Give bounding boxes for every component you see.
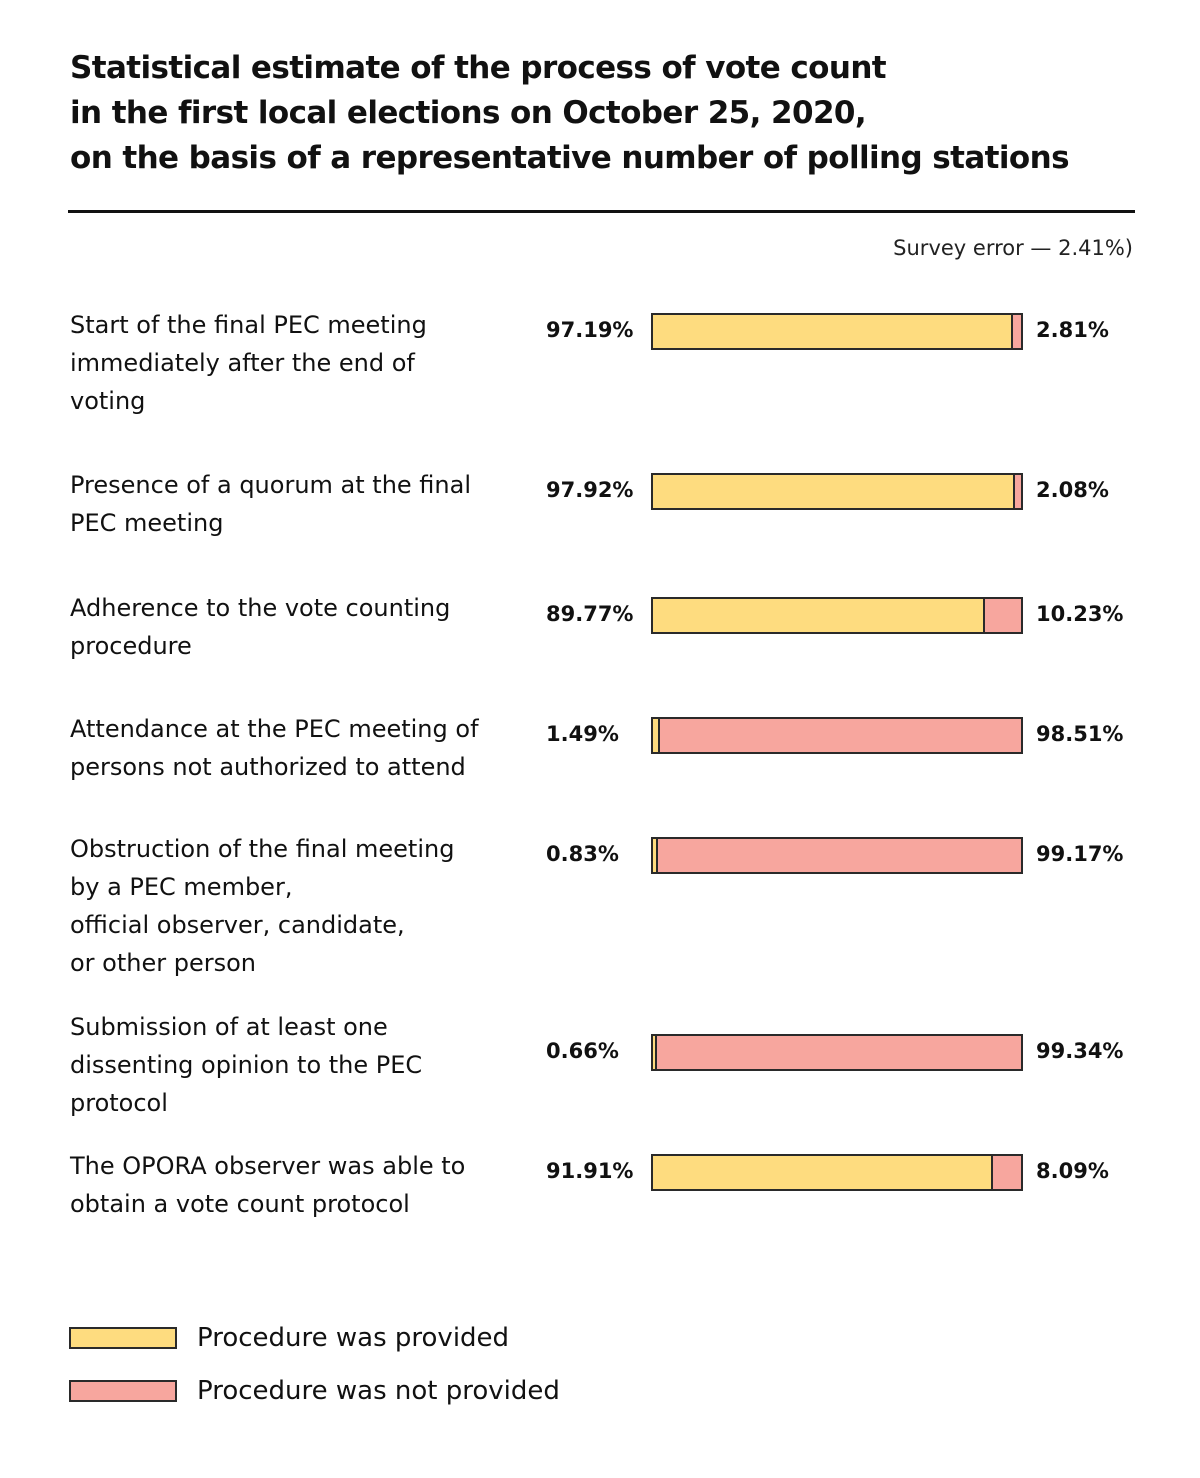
category-label-line: voting	[70, 387, 146, 415]
value-label-provided: 97.19%	[546, 318, 634, 342]
category-label-line: procedure	[70, 632, 192, 660]
chart-title-line: in the first local elections on October …	[70, 95, 867, 131]
legend-item-not-provided: Procedure was not provided	[69, 1376, 560, 1406]
value-label-not-provided: 10.23%	[1036, 602, 1124, 626]
bar-segment-provided	[653, 315, 1011, 348]
value-label-not-provided: 99.34%	[1036, 1039, 1124, 1063]
value-label-provided: 0.66%	[546, 1039, 619, 1063]
category-label-line: PEC meeting	[70, 509, 224, 537]
category-label-line: or other person	[70, 949, 257, 977]
category-label-line: The OPORA observer was able to	[70, 1152, 466, 1180]
bar-segment-provided	[653, 475, 1014, 508]
stacked-bar	[651, 717, 1023, 754]
bar-segment-not-provided	[983, 599, 1021, 632]
category-label-line: official observer, candidate,	[70, 911, 405, 939]
category-label-line: Adherence to the vote counting	[70, 594, 451, 622]
category-label-line: persons not authorized to attend	[70, 753, 466, 781]
stacked-bar	[651, 313, 1023, 350]
value-label-provided: 91.91%	[546, 1159, 634, 1183]
value-label-not-provided: 99.17%	[1036, 842, 1124, 866]
bar-segment-provided	[653, 599, 984, 632]
category-label-line: Start of the final PEC meeting	[70, 311, 427, 339]
bar-segment-provided	[653, 1156, 992, 1189]
category-label-line: dissenting opinion to the PEC	[70, 1051, 423, 1079]
category-label: Submission of at least one dissenting opi…	[70, 1008, 530, 1122]
legend-label: Procedure was provided	[197, 1323, 510, 1353]
legend-item-provided: Procedure was provided	[69, 1323, 509, 1353]
bar-segment-not-provided	[658, 719, 1021, 752]
stacked-bar	[651, 1154, 1023, 1191]
category-label: Adherence to the vote counting procedure	[70, 589, 530, 665]
value-label-provided: 89.77%	[546, 602, 634, 626]
category-label-line: by a PEC member,	[70, 873, 293, 901]
legend-swatch-provided	[69, 1327, 177, 1349]
category-label-line: Submission of at least one	[70, 1013, 388, 1041]
category-label-line: Attendance at the PEC meeting of	[70, 715, 479, 743]
value-label-not-provided: 2.08%	[1036, 478, 1109, 502]
stacked-bar	[651, 473, 1023, 510]
chart-title-line: Statistical estimate of the process of v…	[70, 50, 887, 86]
bar-segment-not-provided	[991, 1156, 1021, 1189]
category-label: Start of the final PEC meeting immediatel…	[70, 306, 530, 420]
chart-title: Statistical estimate of the process of v…	[70, 46, 1130, 181]
bar-segment-not-provided	[655, 1036, 1021, 1069]
category-label: Obstruction of the final meeting by a PEC…	[70, 830, 530, 982]
stacked-bar	[651, 1034, 1023, 1071]
value-label-provided: 1.49%	[546, 722, 619, 746]
category-label-line: obtain a vote count protocol	[70, 1190, 410, 1218]
bar-segment-not-provided	[656, 839, 1021, 872]
value-label-not-provided: 2.81%	[1036, 318, 1109, 342]
value-label-provided: 97.92%	[546, 478, 634, 502]
category-label: Attendance at the PEC meeting of persons …	[70, 710, 530, 786]
bar-segment-provided	[653, 839, 657, 872]
category-label-line: Obstruction of the final meeting	[70, 835, 455, 863]
title-divider	[68, 210, 1135, 213]
bar-segment-not-provided	[1013, 475, 1021, 508]
bar-segment-provided	[653, 1036, 656, 1069]
stacked-bar	[651, 837, 1023, 874]
bar-segment-not-provided	[1010, 315, 1021, 348]
category-label-line: immediately after the end of	[70, 349, 415, 377]
category-label: Presence of a quorum at the final PEC mee…	[70, 466, 530, 542]
legend-label: Procedure was not provided	[197, 1376, 560, 1406]
category-label: The OPORA observer was able to obtain a v…	[70, 1147, 530, 1223]
value-label-provided: 0.83%	[546, 842, 619, 866]
survey-error-note: Survey error — 2.41%)	[893, 236, 1133, 260]
bar-segment-provided	[653, 719, 659, 752]
value-label-not-provided: 98.51%	[1036, 722, 1124, 746]
chart-title-line: on the basis of a representative number …	[70, 140, 1070, 176]
category-label-line: Presence of a quorum at the final	[70, 471, 472, 499]
legend-swatch-not-provided	[69, 1380, 177, 1402]
value-label-not-provided: 8.09%	[1036, 1159, 1109, 1183]
category-label-line: protocol	[70, 1089, 168, 1117]
stacked-bar	[651, 597, 1023, 634]
